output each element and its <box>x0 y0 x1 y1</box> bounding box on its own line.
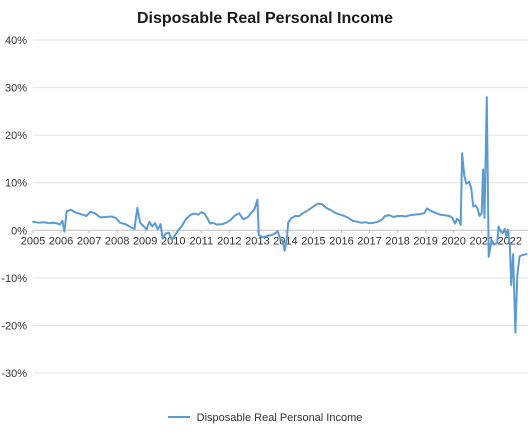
legend-swatch <box>167 416 190 419</box>
chart-title: Disposable Real Personal Income <box>136 10 394 27</box>
x-tick-label: 2015 <box>301 235 325 247</box>
y-tick-label: -20% <box>1 320 27 332</box>
x-tick-label: 2010 <box>161 235 185 247</box>
x-tick-label: 2008 <box>105 235 129 247</box>
y-tick-label: 40% <box>5 35 27 47</box>
x-tick-label: 2007 <box>77 235 101 247</box>
y-tick-label: 10% <box>5 178 27 190</box>
x-tick-label: 2016 <box>329 235 353 247</box>
x-axis-tick-labels: 2005 2006 2007 2008 2009 2010 2011 2012 2013 2014… <box>21 230 522 247</box>
y-tick-label: 30% <box>5 83 27 95</box>
x-tick-label: 2020 <box>441 235 465 247</box>
y-tick-label: 20% <box>5 130 27 142</box>
series-line <box>32 96 528 334</box>
y-axis-tick-labels: -30% -20% -10% 0% 10% 20% 30% 40% <box>1 35 27 380</box>
y-tick-label: 0% <box>11 225 27 237</box>
series-layer <box>32 96 528 334</box>
legend: Disposable Real Personal Income <box>0 412 530 424</box>
x-tick-label: 2005 <box>21 235 45 247</box>
x-tick-label: 2011 <box>189 235 213 247</box>
x-tick-label: 2012 <box>217 235 241 247</box>
x-tick-label: 2017 <box>357 235 381 247</box>
x-tick-label: 2009 <box>133 235 157 247</box>
legend-label: Disposable Real Personal Income <box>196 412 363 424</box>
x-tick-label: 2019 <box>413 235 437 247</box>
gridlines <box>33 39 528 374</box>
y-tick-label: -10% <box>1 273 27 285</box>
x-tick-label: 2018 <box>385 235 409 247</box>
x-tick-label: 2006 <box>49 235 73 247</box>
y-tick-label: -30% <box>1 368 27 380</box>
